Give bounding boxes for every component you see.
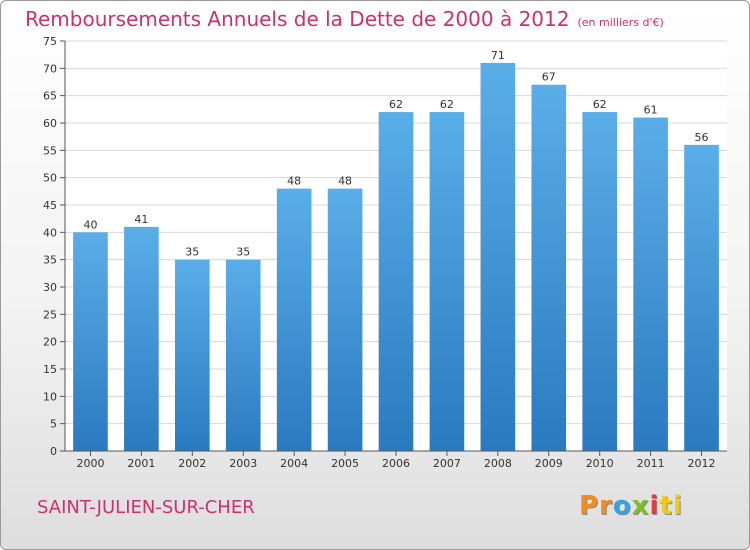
bar bbox=[429, 112, 465, 452]
x-tick-label: 2007 bbox=[433, 457, 461, 470]
y-tick-label: 65 bbox=[43, 90, 57, 103]
chart-unit: (en milliers d'€) bbox=[577, 16, 664, 29]
bar bbox=[174, 259, 210, 451]
bar-value-label: 48 bbox=[287, 175, 301, 188]
x-tick-label: 2003 bbox=[229, 457, 257, 470]
bar bbox=[633, 117, 668, 452]
y-tick-label: 45 bbox=[43, 199, 57, 212]
bar-value-label: 35 bbox=[236, 246, 250, 259]
x-tick-label: 2012 bbox=[688, 457, 716, 470]
x-tick-label: 2002 bbox=[178, 457, 206, 470]
chart-title: Remboursements Annuels de la Dette de 20… bbox=[25, 7, 664, 31]
x-tick-label: 2006 bbox=[382, 457, 410, 470]
bar bbox=[327, 188, 363, 451]
y-tick-label: 40 bbox=[43, 226, 57, 239]
bar-value-label: 35 bbox=[185, 246, 199, 259]
y-tick-label: 5 bbox=[50, 418, 57, 431]
y-tick-label: 75 bbox=[43, 35, 57, 48]
bar-value-label: 62 bbox=[389, 98, 403, 111]
y-tick-label: 0 bbox=[50, 445, 57, 458]
bar bbox=[124, 226, 159, 451]
x-tick-label: 2001 bbox=[127, 457, 155, 470]
bar bbox=[225, 259, 261, 451]
x-tick-label: 2008 bbox=[484, 457, 512, 470]
bar-value-label: 67 bbox=[542, 71, 556, 84]
bar-value-label: 40 bbox=[83, 218, 97, 231]
x-tick-label: 2000 bbox=[76, 457, 104, 470]
logo-part: x bbox=[631, 491, 650, 521]
x-tick-label: 2009 bbox=[535, 457, 563, 470]
y-tick-label: 10 bbox=[43, 390, 57, 403]
bar-value-label: 41 bbox=[134, 213, 148, 226]
x-tick-label: 2011 bbox=[637, 457, 665, 470]
bar bbox=[531, 84, 567, 451]
y-tick-label: 35 bbox=[43, 254, 57, 267]
y-tick-label: 50 bbox=[43, 172, 57, 185]
bar-value-label: 48 bbox=[338, 175, 352, 188]
bars: 40 41 35 35 48 48 62 62 71 67 62 61 56 bbox=[73, 49, 719, 452]
y-tick-label: 55 bbox=[43, 144, 57, 157]
x-tick-label: 2010 bbox=[586, 457, 614, 470]
y-tick-label: 25 bbox=[43, 308, 57, 321]
y-tick-label: 15 bbox=[43, 363, 57, 376]
logo-part: ti bbox=[659, 491, 683, 521]
bar-value-label: 71 bbox=[491, 49, 505, 62]
bar-value-label: 62 bbox=[593, 98, 607, 111]
chart-title-text: Remboursements Annuels de la Dette de 20… bbox=[25, 7, 570, 31]
bar bbox=[684, 144, 719, 451]
bar bbox=[582, 112, 618, 452]
logo-part: Pr bbox=[579, 491, 613, 521]
x-tick-label: 2005 bbox=[331, 457, 359, 470]
bar bbox=[276, 188, 312, 451]
bar bbox=[480, 62, 516, 451]
commune-name: SAINT-JULIEN-SUR-CHER bbox=[37, 497, 255, 518]
y-tick-label: 20 bbox=[43, 336, 57, 349]
logo-part: o bbox=[612, 491, 632, 521]
bar bbox=[73, 232, 108, 451]
bar bbox=[378, 112, 414, 452]
proxiti-logo: Proxiti bbox=[579, 491, 683, 521]
bar-value-label: 62 bbox=[440, 98, 454, 111]
bar-value-label: 61 bbox=[644, 104, 658, 117]
logo-part: i bbox=[649, 491, 660, 521]
y-tick-label: 30 bbox=[43, 281, 57, 294]
y-tick-label: 60 bbox=[43, 117, 57, 130]
bar-value-label: 56 bbox=[695, 131, 709, 144]
axes: 0 5 10 15 20 25 30 35 40 45 50 55 60 65 70 75 2000 2001 20… bbox=[43, 35, 727, 470]
y-tick-label: 70 bbox=[43, 62, 57, 75]
x-tick-label: 2004 bbox=[280, 457, 308, 470]
